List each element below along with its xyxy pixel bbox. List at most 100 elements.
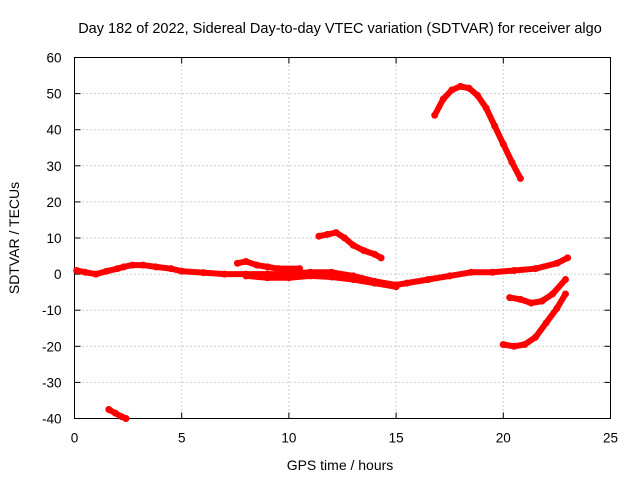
data-point <box>527 299 535 307</box>
data-point <box>105 405 113 413</box>
series-track-main <box>73 254 572 289</box>
data-point <box>531 265 539 273</box>
data-point <box>489 268 497 276</box>
data-point <box>474 91 482 99</box>
data-point <box>242 272 250 280</box>
data-series <box>73 82 572 422</box>
data-point <box>564 254 572 262</box>
data-point <box>538 297 546 305</box>
data-point <box>431 111 439 119</box>
data-point <box>491 122 499 130</box>
data-point <box>510 266 518 274</box>
data-point <box>508 158 516 166</box>
data-point <box>152 263 160 271</box>
x-tick-label: 5 <box>178 431 186 446</box>
y-tick-label: -40 <box>42 412 62 427</box>
x-tick-label: 10 <box>281 431 296 446</box>
data-point <box>274 265 282 273</box>
data-point <box>178 267 186 275</box>
data-point <box>103 267 111 275</box>
data-point <box>561 290 569 298</box>
x-tick-label: 15 <box>389 431 404 446</box>
x-tick-label: 25 <box>603 431 618 446</box>
data-point <box>542 319 550 327</box>
y-tick-label: 50 <box>46 87 61 102</box>
data-point <box>128 261 136 269</box>
data-point <box>349 276 357 284</box>
data-point <box>371 250 379 258</box>
series-track-upper-left <box>233 257 304 273</box>
data-point <box>371 279 379 287</box>
data-point <box>446 272 454 280</box>
series-track-mid-bump <box>315 229 385 262</box>
data-point <box>263 274 271 282</box>
y-tick-label: 20 <box>46 195 61 210</box>
series-track-lower-main <box>242 272 400 291</box>
y-tick-label: 60 <box>46 51 61 66</box>
data-point <box>392 283 400 291</box>
data-point <box>167 265 175 273</box>
data-point <box>73 266 81 274</box>
data-point <box>113 265 121 273</box>
data-point <box>482 104 490 112</box>
data-point <box>516 174 524 182</box>
data-point <box>81 268 89 276</box>
series-track-lower-right-2 <box>499 290 569 350</box>
data-point <box>296 265 304 273</box>
data-point <box>233 259 241 267</box>
data-point <box>328 273 336 281</box>
data-point <box>221 270 229 278</box>
y-tick-label: -20 <box>42 339 62 354</box>
data-point <box>306 272 314 280</box>
data-point <box>516 295 524 303</box>
data-point <box>521 340 529 348</box>
x-tick-label: 0 <box>71 431 79 446</box>
x-axis-title: GPS time / hours <box>287 457 394 473</box>
data-point <box>467 268 475 276</box>
data-point <box>448 86 456 94</box>
data-point <box>561 276 569 284</box>
data-point <box>456 82 464 90</box>
data-point <box>465 84 473 92</box>
data-point <box>199 269 207 277</box>
y-tick-label: 30 <box>46 159 61 174</box>
y-axis-title: SDTVAR / TECUs <box>6 182 22 294</box>
axis-ticks: 0 5 10 15 20 25 -40 -30 -20 -10 0 10 20 30 40 50 60 <box>42 51 618 446</box>
y-tick-label: 40 <box>46 123 61 138</box>
data-point <box>553 259 561 267</box>
series-track-lower-right-1 <box>506 276 569 307</box>
series-track-bottom-left <box>105 405 130 422</box>
data-point <box>263 263 271 271</box>
data-point <box>549 290 557 298</box>
data-point <box>323 230 331 238</box>
data-point <box>403 279 411 287</box>
data-point <box>377 254 385 262</box>
chart-title: Day 182 of 2022, Sidereal Day-to-day VTE… <box>78 21 602 37</box>
data-point <box>439 95 447 103</box>
y-tick-label: 10 <box>46 231 61 246</box>
data-point <box>349 241 357 249</box>
data-point <box>499 340 507 348</box>
data-point <box>332 229 340 237</box>
data-point <box>139 261 147 269</box>
data-point <box>120 263 128 271</box>
data-point <box>315 232 323 240</box>
data-point <box>531 333 539 341</box>
series-line <box>431 83 524 182</box>
data-point <box>506 294 514 302</box>
y-tick-label: -30 <box>42 375 62 390</box>
series-line <box>243 272 400 290</box>
data-point <box>285 274 293 282</box>
data-point <box>510 342 518 350</box>
data-point <box>424 276 432 284</box>
data-point <box>341 234 349 242</box>
data-point <box>360 247 368 255</box>
y-tick-label: -10 <box>42 303 62 318</box>
data-point <box>253 261 261 269</box>
y-tick-label: 0 <box>54 267 62 282</box>
data-point <box>111 409 119 417</box>
data-point <box>242 257 250 265</box>
data-point <box>499 140 507 148</box>
x-tick-label: 20 <box>496 431 511 446</box>
